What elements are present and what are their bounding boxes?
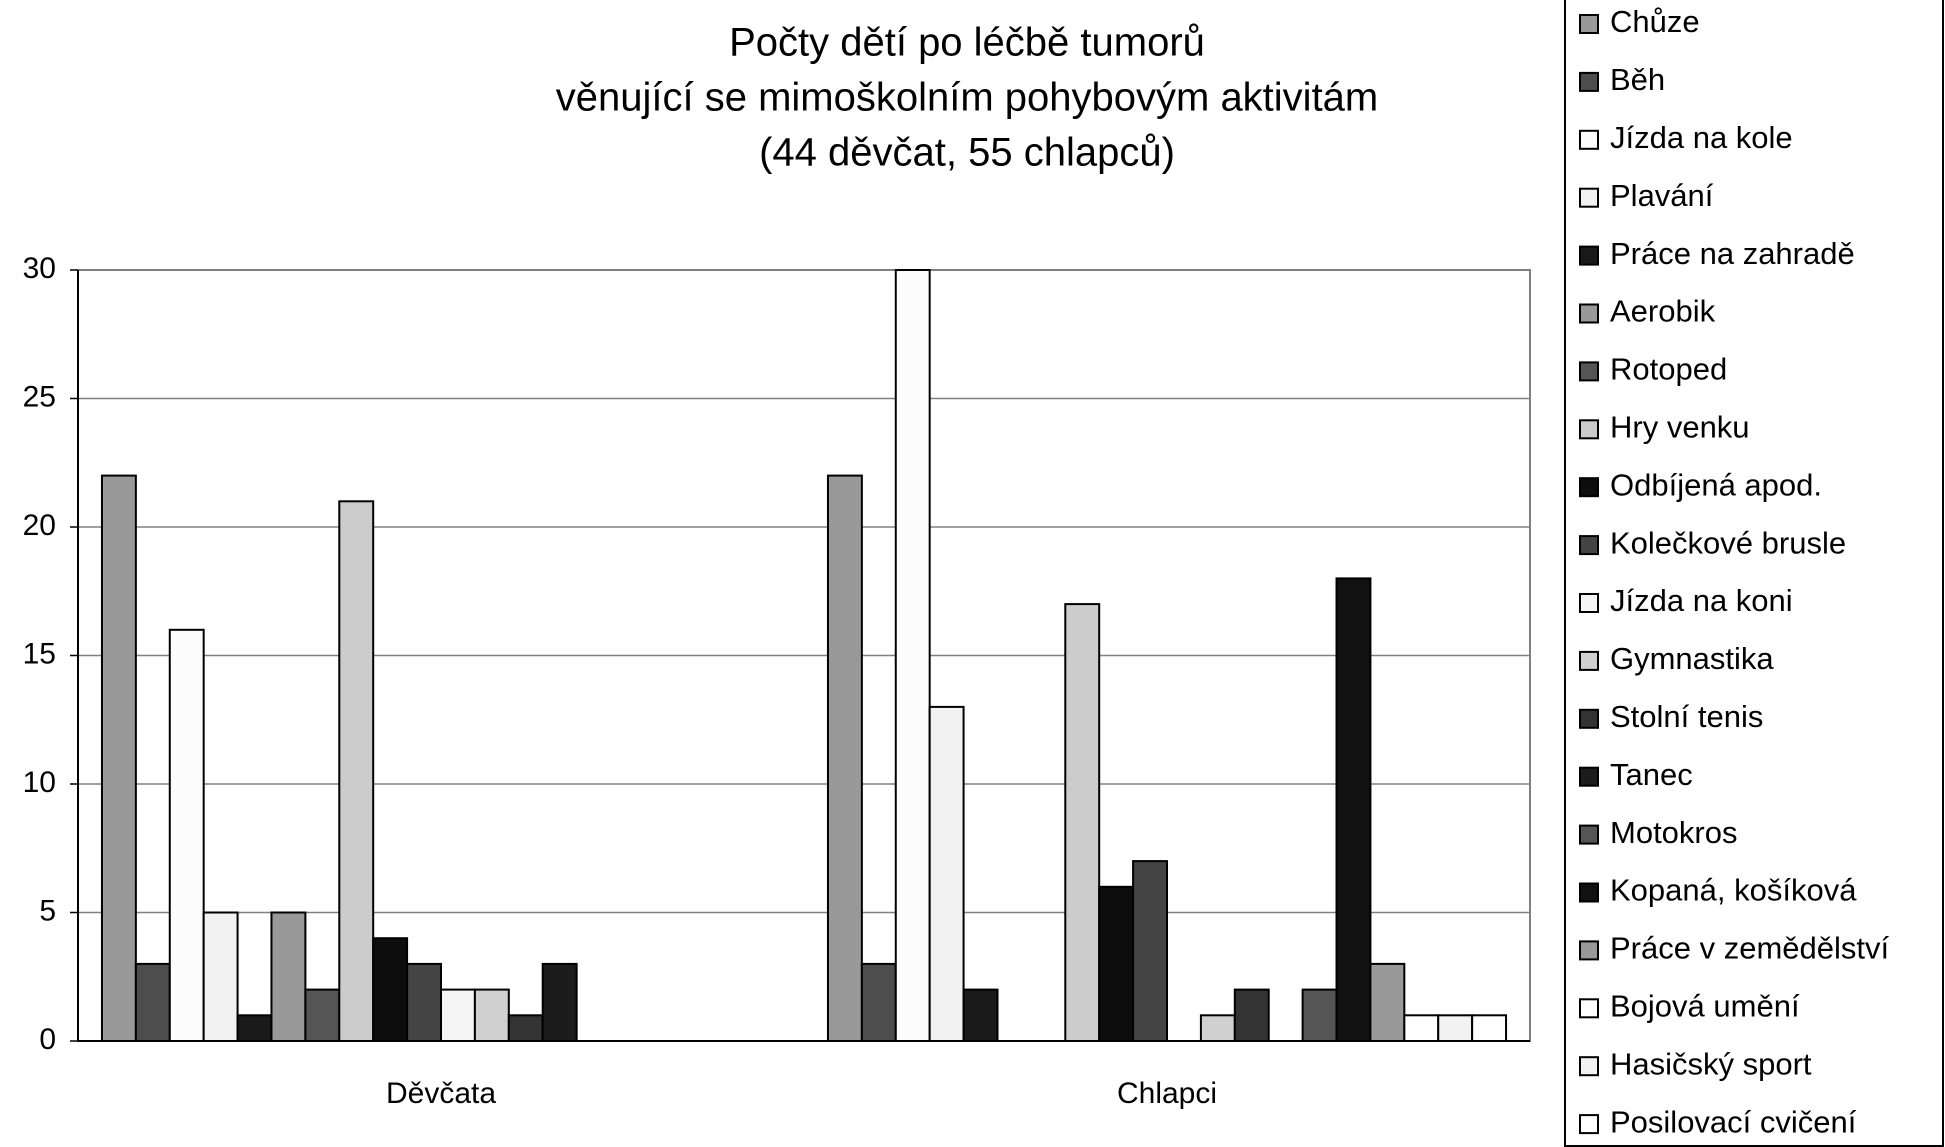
y-tick-label: 10 — [23, 766, 56, 799]
legend-swatch — [1579, 593, 1599, 613]
legend-swatch — [1579, 824, 1599, 845]
bar — [1403, 1014, 1440, 1042]
legend-label: Hry venku — [1610, 409, 1750, 444]
legend-label: Rotoped — [1610, 352, 1727, 387]
legend-swatch — [1579, 361, 1599, 382]
legend-swatch — [1579, 940, 1599, 961]
bar — [202, 911, 239, 1042]
legend-swatch — [1579, 535, 1599, 556]
bar — [1199, 1014, 1236, 1042]
bar — [440, 988, 476, 1042]
legend-label: Tanec — [1610, 757, 1693, 792]
legend-swatch — [1579, 71, 1599, 92]
legend-swatch — [1579, 998, 1599, 1019]
bar — [1437, 1014, 1474, 1042]
legend-swatch — [1579, 14, 1599, 34]
legend-label: Kopaná, košíková — [1610, 873, 1857, 908]
legend-swatch — [1579, 1056, 1599, 1077]
legend-swatch — [1579, 187, 1599, 208]
bar — [1064, 603, 1101, 1042]
legend-label: Posilovací cvičení — [1610, 1104, 1857, 1139]
legend-label: Kolečkové brusle — [1610, 525, 1846, 560]
legend-label: Odbíjená apod. — [1610, 467, 1822, 502]
legend-swatch — [1579, 650, 1599, 671]
legend-swatch — [1579, 766, 1599, 787]
legend-label: Hasičský sport — [1610, 1046, 1812, 1081]
legend-label: Plavání — [1610, 178, 1714, 213]
bar — [473, 988, 510, 1042]
legend-label: Běh — [1610, 62, 1665, 97]
bar — [406, 962, 442, 1043]
bar — [928, 705, 965, 1043]
legend-swatch — [1579, 708, 1599, 729]
bar — [304, 988, 341, 1042]
legend-swatch — [1579, 419, 1599, 440]
legend-label: Bojová umění — [1610, 988, 1800, 1023]
bar — [1369, 962, 1406, 1043]
y-tick-label: 20 — [23, 509, 56, 542]
y-tick-label: 25 — [23, 380, 56, 413]
bar — [1301, 988, 1338, 1042]
bar — [1233, 988, 1270, 1042]
bar — [1098, 885, 1135, 1042]
y-tick-label: 30 — [23, 252, 56, 285]
bar — [1471, 1014, 1508, 1042]
bar — [1132, 860, 1169, 1042]
y-tick-label: 5 — [39, 894, 56, 927]
bar — [860, 962, 897, 1043]
legend-label: Aerobik — [1610, 294, 1716, 329]
bar — [338, 500, 375, 1042]
legend-label: Motokros — [1610, 815, 1737, 850]
legend-swatch — [1579, 1114, 1599, 1135]
legend-label: Chůze — [1610, 4, 1700, 39]
legend-label: Práce v zemědělství — [1610, 931, 1889, 966]
legend-swatch — [1579, 245, 1599, 266]
x-tick-label: Chlapci — [1117, 1077, 1217, 1110]
bar — [372, 937, 409, 1043]
bar — [134, 962, 171, 1043]
chart-title: Počty dětí po léčbě tumorů — [729, 21, 1205, 65]
legend-swatch — [1579, 882, 1599, 903]
bar — [1335, 577, 1372, 1043]
y-tick-label: 15 — [23, 637, 56, 670]
chart-title: věnující se mimoškolním pohybovým aktivi… — [556, 76, 1379, 120]
x-tick-label: Děvčata — [386, 1077, 496, 1110]
legend-swatch — [1579, 303, 1599, 324]
legend-label: Stolní tenis — [1610, 699, 1763, 734]
bar — [541, 962, 578, 1043]
bar — [236, 1014, 273, 1042]
bar — [507, 1014, 544, 1042]
bar — [826, 474, 863, 1043]
bar — [168, 628, 205, 1042]
bar — [894, 269, 931, 1042]
legend-label: Práce na zahradě — [1610, 236, 1855, 271]
chart-title: (44 děvčat, 55 chlapců) — [759, 131, 1175, 175]
legend-label: Jízda na kole — [1610, 120, 1793, 155]
legend-swatch — [1579, 477, 1599, 498]
legend-box — [1564, 0, 1944, 1147]
legend-label: Jízda na koni — [1610, 583, 1793, 618]
legend-swatch — [1579, 129, 1599, 150]
y-tick-label: 0 — [39, 1023, 56, 1056]
legend-label: Gymnastika — [1610, 641, 1774, 676]
bar — [270, 911, 307, 1042]
bar — [962, 988, 999, 1042]
bar — [100, 474, 137, 1043]
